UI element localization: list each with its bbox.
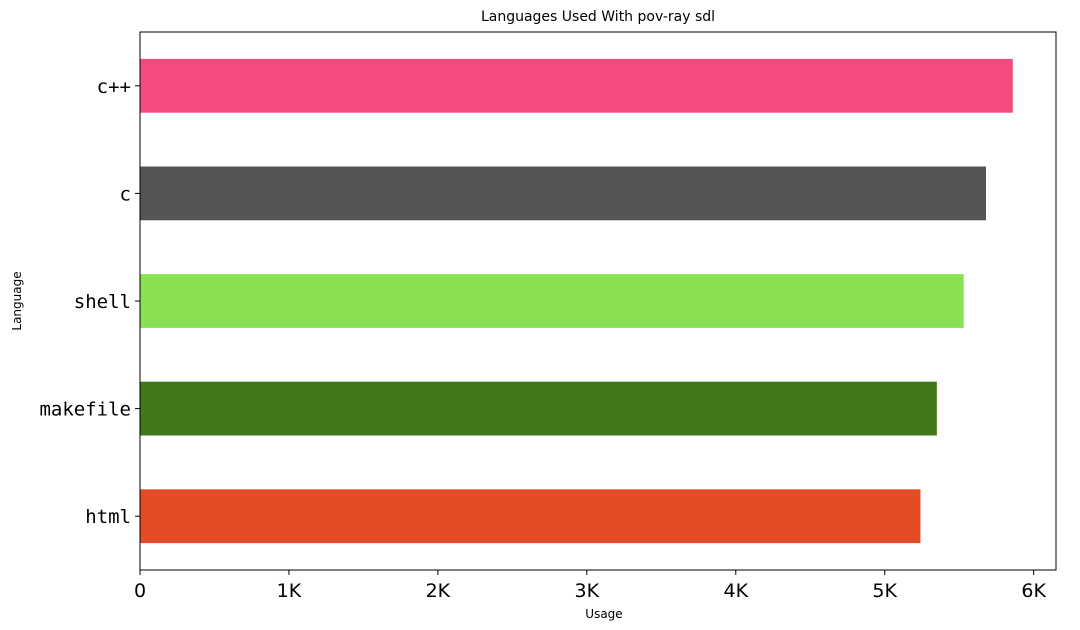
bar-shell — [140, 274, 964, 328]
bar-c — [140, 166, 986, 221]
bar-html — [140, 489, 921, 544]
x-tick-label: 3K — [575, 580, 600, 602]
x-axis-label: Usage — [585, 607, 622, 621]
y-axis-label: Language — [10, 271, 24, 330]
x-tick-label: 4K — [723, 580, 748, 602]
x-tick-label: 1K — [277, 580, 302, 602]
y-tick-label: shell — [74, 291, 131, 313]
x-tick-label: 5K — [872, 580, 897, 602]
bars-group — [140, 58, 1013, 544]
bar-makefile — [140, 381, 937, 436]
bar-c++ — [140, 58, 1013, 113]
x-tick-label: 2K — [426, 580, 451, 602]
y-tick-label: c — [120, 183, 131, 205]
x-axis-ticks: 0 1K 2K 3K 4K 5K 6K — [134, 570, 1046, 602]
y-tick-label: c++ — [97, 76, 131, 98]
x-tick-label: 0 — [134, 580, 146, 602]
chart-title: Languages Used With pov-ray sdl — [481, 9, 715, 25]
y-tick-label: makefile — [39, 399, 131, 421]
x-tick-label: 6K — [1021, 580, 1046, 602]
y-tick-label: html — [85, 506, 131, 528]
y-axis-ticks: c++ c shell makefile html — [39, 76, 140, 528]
